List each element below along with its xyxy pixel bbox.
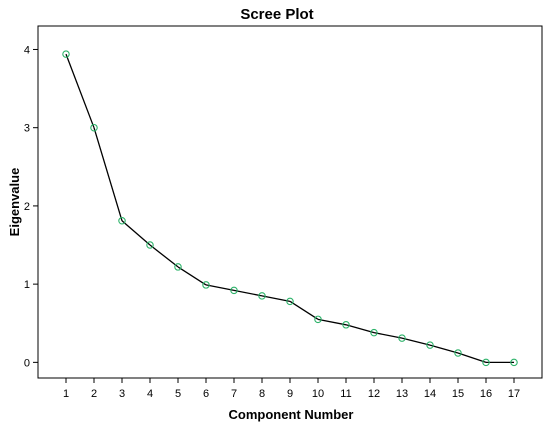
x-tick-label-13: 13 <box>396 388 408 400</box>
series-markers <box>62 50 518 367</box>
y-tick-label-2: 2 <box>24 201 30 213</box>
line-segment-5-6 <box>177 266 207 286</box>
data-point-3 <box>118 217 126 225</box>
x-tick-label-1: 1 <box>63 388 69 400</box>
data-point-8 <box>258 292 266 300</box>
line-segment-14-15 <box>429 344 459 354</box>
x-tick-label-15: 15 <box>452 388 464 400</box>
line-segment-4-5 <box>149 244 179 268</box>
x-axis-title: Component Number <box>229 407 354 422</box>
data-point-9 <box>286 297 294 306</box>
line-segment-15-16 <box>457 352 487 363</box>
x-tick-label-11: 11 <box>340 388 351 400</box>
x-tick-label-6: 6 <box>203 388 209 400</box>
y-tick-label-3: 3 <box>24 123 30 135</box>
data-point-10 <box>314 315 322 324</box>
data-point-13 <box>398 334 406 342</box>
x-tick-label-4: 4 <box>147 388 153 400</box>
data-point-4 <box>146 241 154 249</box>
y-axis-title: Eigenvalue <box>7 168 22 237</box>
data-point-5 <box>174 263 182 271</box>
line-segment-1-2 <box>65 53 95 128</box>
x-axis: 1 2 3 4 5 6 7 8 9 10 11 12 13 14 15 16 17 <box>63 378 520 400</box>
line-segment-7-8 <box>233 289 263 297</box>
y-tick-label-1: 1 <box>24 279 30 291</box>
x-tick-label-12: 12 <box>368 388 380 400</box>
x-tick-label-14: 14 <box>424 388 436 400</box>
line-segment-3-4 <box>121 220 151 246</box>
data-point-1 <box>62 50 70 58</box>
chart-title: Scree Plot <box>240 6 313 23</box>
line-segment-10-11 <box>317 318 347 326</box>
line-segment-11-12 <box>345 324 375 334</box>
y-tick-label-4: 4 <box>24 44 30 56</box>
data-point-17 <box>510 358 518 367</box>
x-tick-label-8: 8 <box>259 388 265 400</box>
line-segment-2-3 <box>93 127 123 221</box>
data-point-7 <box>230 286 238 295</box>
line-segment-8-9 <box>261 295 291 302</box>
plot-frame <box>37 25 543 379</box>
y-axis: 0 1 2 3 4 <box>24 44 38 369</box>
data-point-16 <box>482 358 490 367</box>
line-segment-13-14 <box>401 337 431 346</box>
data-point-14 <box>426 341 434 349</box>
x-tick-label-7: 7 <box>231 388 237 400</box>
x-tick-label-10: 10 <box>312 388 324 400</box>
y-tick-label-0: 0 <box>24 357 30 369</box>
data-point-11 <box>342 321 350 329</box>
x-tick-label-17: 17 <box>508 388 520 400</box>
data-point-6 <box>202 281 210 289</box>
data-point-12 <box>370 328 378 337</box>
line-segment-12-13 <box>373 331 403 339</box>
x-tick-label-5: 5 <box>175 388 181 400</box>
x-tick-label-3: 3 <box>119 388 125 400</box>
data-point-2 <box>90 123 98 132</box>
line-segment-9-10 <box>289 300 319 320</box>
x-tick-label-2: 2 <box>91 388 97 400</box>
line-segment-6-7 <box>205 284 235 292</box>
data-point-15 <box>454 349 462 357</box>
x-tick-label-16: 16 <box>480 388 492 400</box>
x-tick-label-9: 9 <box>287 388 293 400</box>
series-line <box>65 53 514 364</box>
